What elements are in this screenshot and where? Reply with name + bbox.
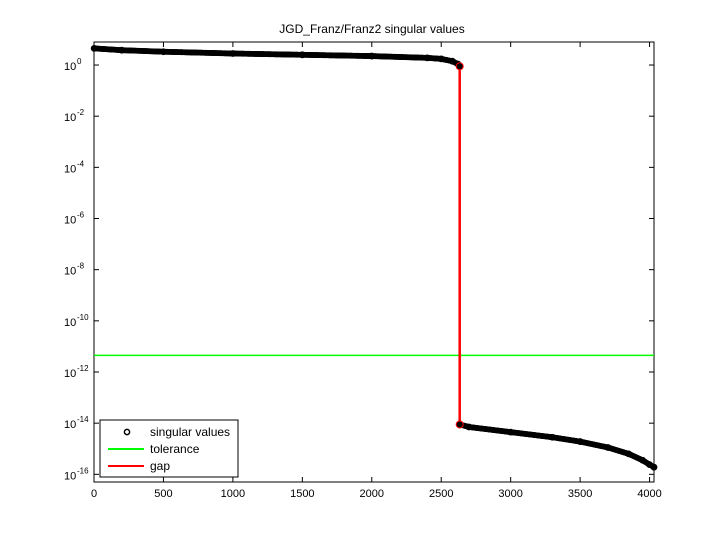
gap-endpoint	[455, 420, 464, 429]
x-tick-label: 1000	[221, 488, 245, 500]
singular-value-point	[298, 51, 306, 59]
singular-value-point	[90, 44, 98, 52]
y-tick-exponent: -8	[77, 262, 85, 271]
y-tick-exponent: -14	[77, 415, 89, 424]
x-tick-label: 0	[91, 488, 97, 500]
y-tick-label: 10	[64, 112, 76, 124]
singular-value-point	[639, 456, 647, 464]
singular-value-point	[625, 450, 633, 458]
y-tick-label: 10	[64, 61, 76, 73]
y-tick-label: 10	[64, 470, 76, 482]
singular-value-point	[160, 48, 167, 56]
legend-label: tolerance	[150, 442, 200, 456]
x-axis: 0 500 1000 1500 2000 2500 3000 3500 4000	[91, 42, 662, 500]
y-tick-label: 10	[64, 317, 76, 329]
y-tick-label: 10	[64, 215, 76, 227]
singular-value-point	[437, 55, 445, 63]
y-tick-exponent: -4	[77, 159, 85, 168]
y-tick-exponent: -12	[77, 364, 89, 373]
legend-label: gap	[150, 459, 170, 473]
singular-value-point	[229, 50, 237, 57]
singular-value-point	[548, 433, 556, 441]
y-tick-label: 10	[64, 163, 76, 175]
x-tick-label: 3000	[498, 488, 522, 500]
y-tick-exponent: -6	[77, 211, 85, 220]
singular-values-markers	[90, 44, 658, 471]
x-tick-label: 500	[154, 488, 172, 500]
singular-value-point	[118, 46, 126, 54]
chart-title: JGD_Franz/Franz2 singular values	[279, 22, 464, 36]
singular-value-point	[650, 463, 658, 471]
series-layer	[90, 44, 658, 471]
legend-label: singular values	[150, 425, 230, 439]
y-tick-exponent: -16	[77, 466, 89, 475]
x-tick-label: 3500	[568, 488, 592, 500]
legend: singular values tolerance gap	[99, 419, 239, 478]
y-tick-exponent: -2	[77, 108, 85, 117]
singular-value-point	[507, 428, 515, 436]
y-tick-exponent: -10	[77, 313, 89, 322]
x-tick-label: 2500	[429, 488, 453, 500]
x-tick-label: 4000	[637, 488, 661, 500]
singular-value-point	[604, 444, 612, 451]
gap-endpoint	[455, 62, 464, 71]
singular-value-point	[448, 57, 456, 65]
singular-value-point	[368, 52, 376, 60]
singular-value-point	[576, 438, 584, 445]
singular-value-point	[465, 423, 473, 431]
legend-marker	[123, 428, 131, 436]
x-tick-label: 1500	[290, 488, 314, 500]
singular-value-point	[423, 54, 431, 62]
y-tick-label: 10	[64, 419, 76, 431]
plot-frame	[93, 41, 655, 483]
y-tick-exponent: 0	[77, 57, 82, 66]
x-tick-label: 2000	[360, 488, 384, 500]
y-tick-label: 10	[64, 266, 76, 278]
y-tick-label: 10	[64, 368, 76, 380]
